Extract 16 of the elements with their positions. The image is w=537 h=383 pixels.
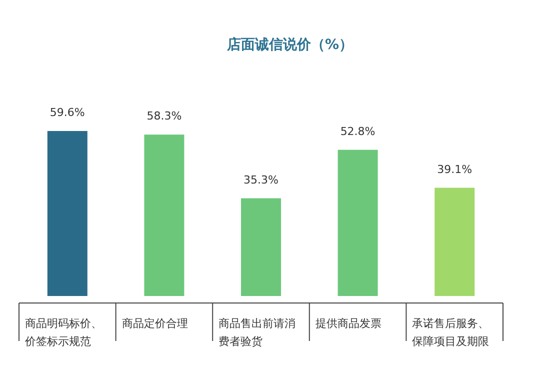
x-tick-label: 提供商品发票 xyxy=(315,316,382,332)
bar xyxy=(241,198,281,296)
bar xyxy=(144,134,184,296)
data-label: 59.6% xyxy=(50,106,85,119)
x-tick-label: 承诺售后服务、保障项目及期限 xyxy=(412,316,490,350)
data-label: 52.8% xyxy=(340,124,376,138)
x-tick-label: 商品售出前请消费者验货 xyxy=(218,316,297,350)
data-label: 35.3% xyxy=(244,173,278,186)
data-label: 39.1% xyxy=(437,162,472,176)
chart-title: 店面诚信说价（%） xyxy=(226,36,354,53)
bar xyxy=(434,188,475,296)
x-tick-label: 商品明码标价、价签标示规范 xyxy=(25,316,103,350)
bar xyxy=(338,150,378,296)
x-tick-label: 商品定价合理 xyxy=(122,316,189,332)
data-label: 58.3% xyxy=(146,110,182,123)
bar xyxy=(47,131,88,296)
